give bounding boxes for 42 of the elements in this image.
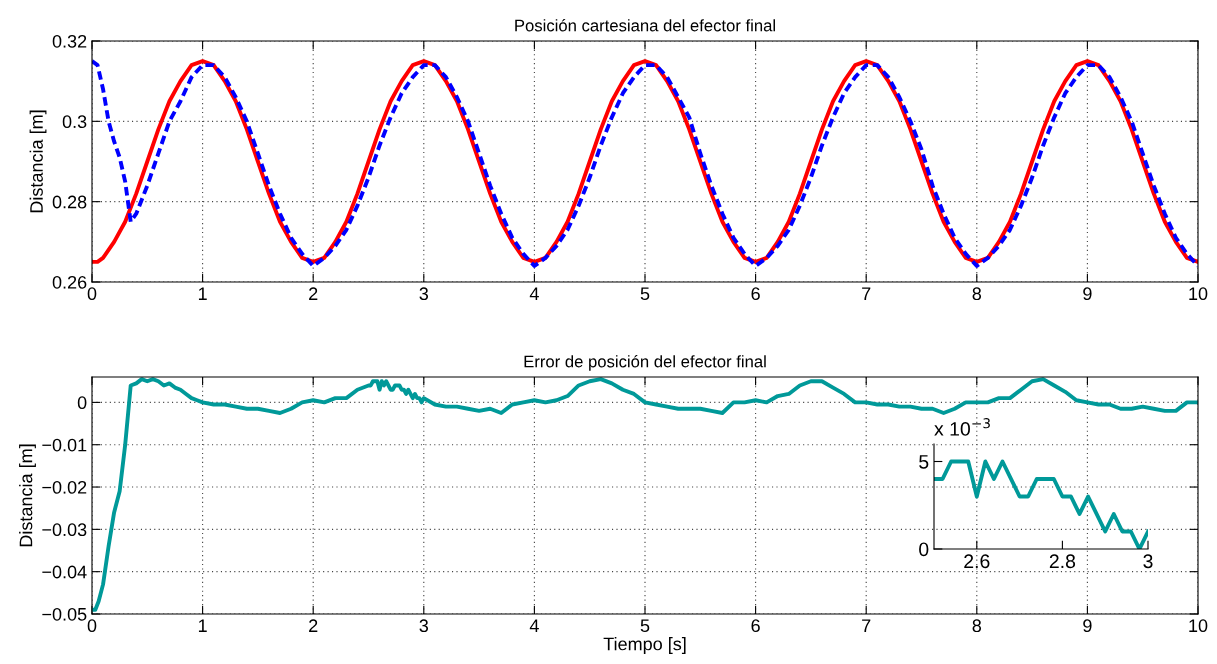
line-series [92, 377, 1198, 612]
x-tick-label: 8 [972, 619, 982, 633]
x-tick-label: 0 [87, 287, 97, 301]
x-tick-label: 7 [862, 619, 871, 632]
x-tick-label: 10 [1189, 619, 1208, 633]
x-tick-label: 5 [640, 287, 650, 301]
x-tick-label: 2.6 [964, 554, 990, 569]
x-tick-label: 7 [862, 287, 871, 300]
y-tick-label: 0.3 [62, 115, 87, 129]
x-tick-label: 9 [1083, 287, 1092, 301]
x-tick-label: 2 [309, 287, 318, 300]
x-tick-label: 5 [640, 619, 650, 633]
chart-title: Posición cartesiana del efector final [515, 19, 775, 32]
y-tick-label: 0 [77, 396, 87, 410]
x-tick-label: 6 [751, 287, 760, 301]
x-tick-label: 1 [198, 619, 207, 632]
y-tick-label: −0.02 [42, 480, 87, 494]
y-tick-label: −0.01 [42, 438, 87, 452]
chart-title: Error de posición del efector final [524, 355, 766, 371]
x-tick-label: 10 [1189, 287, 1208, 301]
x-tick-label: 3 [419, 619, 429, 633]
y-tick-label: 0.28 [52, 195, 87, 209]
y-tick-label: −0.04 [42, 565, 87, 579]
x-tick-label: 6 [751, 619, 760, 633]
x-axis-title: Tiempo [s] [603, 637, 686, 654]
x-tick-label: 4 [529, 619, 539, 632]
x-tick-label: 2.8 [1049, 554, 1076, 569]
y-axis-title: Distancia [m] [29, 110, 47, 213]
x-tick-label: 9 [1083, 619, 1092, 633]
y-tick-label: 0.32 [52, 34, 87, 48]
x-tick-label: 0 [87, 619, 97, 633]
x-tick-label: 3 [419, 287, 429, 301]
y-axis-title: Distancia [m] [19, 444, 36, 547]
y-tick-label: −0.05 [42, 607, 87, 621]
x-tick-label: 4 [529, 287, 539, 300]
x-tick-label: 8 [972, 287, 982, 301]
annotation: x 10$^{−3}$ [934, 418, 990, 436]
x-tick-label: 3 [1143, 554, 1153, 569]
x-tick-label: 1 [198, 287, 207, 300]
y-tick-label: 0.26 [52, 275, 87, 289]
y-tick-label: −0.03 [42, 523, 87, 537]
x-tick-label: 2 [309, 619, 318, 632]
